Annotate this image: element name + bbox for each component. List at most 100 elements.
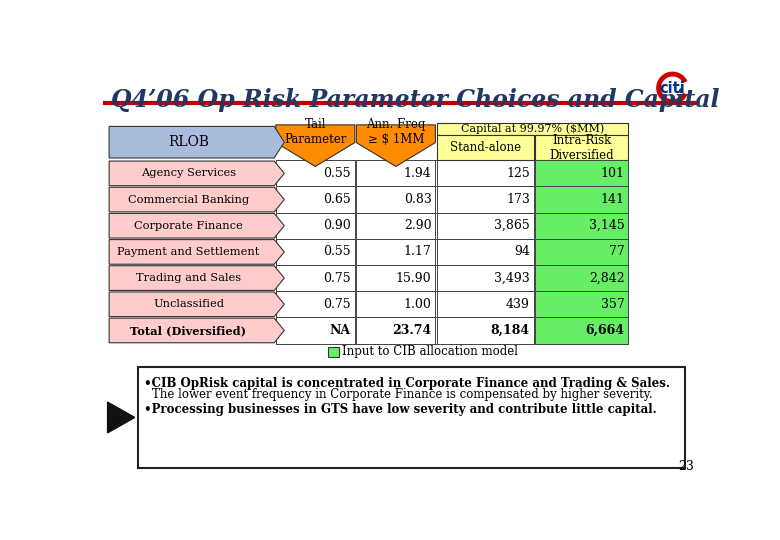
FancyBboxPatch shape — [356, 291, 435, 318]
Text: Unclassified: Unclassified — [153, 299, 224, 309]
Text: Corporate Finance: Corporate Finance — [134, 221, 243, 231]
FancyBboxPatch shape — [276, 213, 355, 239]
FancyBboxPatch shape — [276, 318, 629, 343]
Text: citi: citi — [660, 81, 686, 96]
Text: 1.94: 1.94 — [404, 167, 431, 180]
FancyBboxPatch shape — [276, 160, 355, 186]
FancyBboxPatch shape — [437, 186, 534, 213]
Text: Q4’06 Op Risk Parameter Choices and Capital: Q4’06 Op Risk Parameter Choices and Capi… — [112, 88, 720, 112]
Text: Agency Services: Agency Services — [141, 168, 236, 178]
FancyBboxPatch shape — [437, 265, 534, 291]
FancyBboxPatch shape — [437, 160, 534, 186]
FancyBboxPatch shape — [535, 239, 629, 265]
FancyBboxPatch shape — [356, 318, 435, 343]
Polygon shape — [356, 125, 435, 166]
Text: Stand-alone: Stand-alone — [450, 141, 521, 154]
FancyBboxPatch shape — [356, 213, 435, 239]
FancyBboxPatch shape — [437, 135, 534, 160]
Polygon shape — [109, 126, 284, 158]
Text: The lower event frequency in Corporate Finance is compensated by higher severity: The lower event frequency in Corporate F… — [152, 388, 652, 401]
FancyBboxPatch shape — [276, 160, 629, 186]
Text: 0.75: 0.75 — [323, 298, 351, 310]
FancyBboxPatch shape — [356, 239, 435, 265]
FancyBboxPatch shape — [356, 186, 435, 213]
FancyBboxPatch shape — [535, 291, 629, 318]
FancyBboxPatch shape — [276, 291, 355, 318]
FancyBboxPatch shape — [535, 265, 629, 291]
Polygon shape — [109, 187, 284, 212]
Text: 0.65: 0.65 — [323, 193, 351, 206]
Text: Trading and Sales: Trading and Sales — [136, 273, 241, 283]
FancyBboxPatch shape — [535, 213, 629, 239]
Text: 23: 23 — [679, 460, 694, 473]
Polygon shape — [109, 292, 284, 316]
FancyBboxPatch shape — [535, 318, 629, 343]
FancyBboxPatch shape — [437, 239, 534, 265]
FancyBboxPatch shape — [535, 213, 629, 239]
Polygon shape — [276, 125, 355, 166]
Text: 0.83: 0.83 — [404, 193, 431, 206]
FancyBboxPatch shape — [328, 347, 339, 356]
FancyBboxPatch shape — [437, 291, 534, 318]
Text: 2,842: 2,842 — [589, 272, 625, 285]
Text: 0.55: 0.55 — [323, 167, 351, 180]
FancyBboxPatch shape — [535, 291, 629, 318]
FancyBboxPatch shape — [535, 186, 629, 213]
FancyBboxPatch shape — [276, 186, 629, 213]
FancyBboxPatch shape — [276, 239, 355, 265]
Text: 439: 439 — [506, 298, 530, 310]
Text: 125: 125 — [506, 167, 530, 180]
FancyBboxPatch shape — [276, 265, 355, 291]
FancyBboxPatch shape — [356, 160, 435, 186]
FancyBboxPatch shape — [535, 160, 629, 186]
Text: 6,664: 6,664 — [586, 324, 625, 337]
FancyBboxPatch shape — [276, 186, 355, 213]
Text: •CIB OpRisk capital is concentrated in Corporate Finance and Trading & Sales.: •CIB OpRisk capital is concentrated in C… — [144, 377, 670, 390]
Text: Payment and Settlement: Payment and Settlement — [117, 247, 260, 257]
Polygon shape — [108, 402, 135, 433]
Polygon shape — [109, 213, 284, 238]
FancyBboxPatch shape — [356, 265, 435, 291]
Text: 1.00: 1.00 — [404, 298, 431, 310]
FancyBboxPatch shape — [437, 213, 534, 239]
FancyBboxPatch shape — [535, 318, 629, 343]
Text: 0.55: 0.55 — [323, 245, 351, 259]
Text: 0.90: 0.90 — [323, 219, 351, 232]
Text: 3,145: 3,145 — [589, 219, 625, 232]
FancyBboxPatch shape — [535, 135, 629, 160]
FancyBboxPatch shape — [535, 239, 629, 265]
FancyBboxPatch shape — [276, 213, 629, 239]
Text: RLOB: RLOB — [168, 135, 209, 149]
Text: Ann. Freq
≥ $ 1MM: Ann. Freq ≥ $ 1MM — [366, 118, 426, 146]
Text: 357: 357 — [601, 298, 625, 310]
FancyBboxPatch shape — [535, 160, 629, 186]
Text: 1.17: 1.17 — [404, 245, 431, 259]
FancyBboxPatch shape — [276, 265, 629, 291]
FancyBboxPatch shape — [535, 186, 629, 213]
Text: 141: 141 — [601, 193, 625, 206]
Text: 23.74: 23.74 — [392, 324, 431, 337]
Text: 101: 101 — [601, 167, 625, 180]
FancyBboxPatch shape — [437, 318, 534, 343]
Text: 77: 77 — [608, 245, 625, 259]
Text: NA: NA — [330, 324, 351, 337]
FancyBboxPatch shape — [138, 367, 685, 468]
Text: 3,865: 3,865 — [495, 219, 530, 232]
Text: 15.90: 15.90 — [396, 272, 431, 285]
Text: 3,493: 3,493 — [495, 272, 530, 285]
Text: Commercial Banking: Commercial Banking — [128, 194, 249, 205]
Text: Tail
Parameter: Tail Parameter — [284, 118, 346, 146]
Text: Intra-Risk
Diversified: Intra-Risk Diversified — [550, 133, 614, 161]
Text: 94: 94 — [514, 245, 530, 259]
Text: Input to CIB allocation model: Input to CIB allocation model — [342, 345, 518, 357]
FancyBboxPatch shape — [276, 318, 355, 343]
Text: 173: 173 — [506, 193, 530, 206]
Text: •Processing businesses in GTS have low severity and contribute little capital.: •Processing businesses in GTS have low s… — [144, 403, 657, 416]
Polygon shape — [109, 161, 284, 186]
Text: Capital at 99.97% ($MM): Capital at 99.97% ($MM) — [461, 124, 604, 134]
Polygon shape — [109, 240, 284, 264]
Text: 8,184: 8,184 — [491, 324, 530, 337]
Polygon shape — [109, 318, 284, 343]
Polygon shape — [109, 266, 284, 291]
Text: Total (Diversified): Total (Diversified) — [130, 325, 246, 336]
